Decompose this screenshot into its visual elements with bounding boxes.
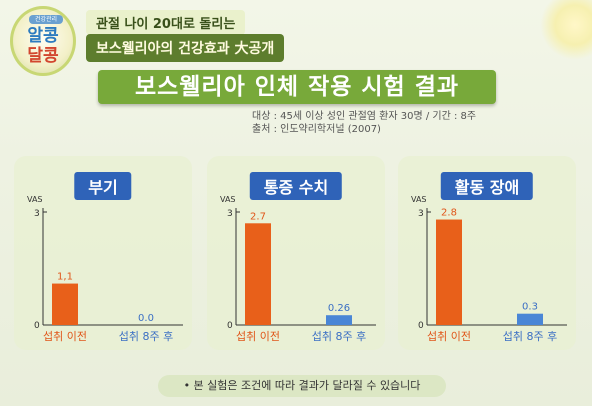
study-subjects: 대상 : 45세 이상 성인 관절염 환자 30명 / 기간 : 8주	[252, 111, 477, 122]
swelling-value-label-before: 1,1	[57, 272, 73, 283]
swelling-value-label-after: 0.0	[138, 313, 154, 324]
main-title: 보스웰리아 인체 작용 시험 결과	[98, 70, 496, 104]
disability-bar-after	[517, 313, 543, 325]
pain-ytick-max: 3	[227, 209, 233, 219]
study-meta: 대상 : 45세 이상 성인 관절염 환자 30명 / 기간 : 8주 출처 :…	[252, 110, 476, 136]
disability-ytick-max: 3	[418, 209, 424, 219]
study-source: 출처 : 인도약리학저널 (2007)	[252, 124, 381, 135]
chart-panel-disability: 활동 장애	[398, 156, 576, 350]
swelling-y-axis-label: VAS	[27, 195, 43, 204]
show-logo: 건강관리 알콩 달콩	[10, 6, 76, 76]
chart-panel-pain: 통증 수치	[207, 156, 385, 350]
pain-ytick-min: 0	[227, 321, 233, 331]
pain-category-label-after: 섭취 8주 후	[312, 330, 366, 343]
chart-title-pain: 통증 수치	[249, 172, 343, 200]
disability-ytick-min: 0	[418, 321, 424, 331]
logo-line1: 알콩	[27, 26, 59, 46]
swelling-category-label-after: 섭취 8주 후	[119, 330, 173, 343]
pain-value-label-after: 0.26	[328, 303, 350, 314]
logo-badge: 건강관리	[29, 15, 63, 24]
disability-y-axis-label: VAS	[411, 195, 427, 204]
chart-title-swelling: 부기	[74, 172, 132, 200]
pain-y-axis-label: VAS	[220, 195, 236, 204]
logo-line2: 달콩	[27, 46, 59, 66]
disclaimer-note: • 본 실험은 조건에 따라 결과가 달라질 수 있습니다	[158, 375, 446, 397]
disability-bar-before	[436, 219, 462, 325]
disability-category-label-before: 섭취 이전	[427, 330, 471, 343]
pain-value-label-before: 2.7	[250, 211, 266, 222]
chart-panel-swelling: 부기	[14, 156, 192, 350]
disability-category-label-after: 섭취 8주 후	[503, 330, 557, 343]
chart-title-disability: 활동 장애	[440, 172, 534, 200]
subtitle-line1: 관절 나이 20대로 돌리는	[86, 10, 246, 35]
disability-value-label-after: 0.3	[522, 302, 538, 313]
swelling-ytick-min: 0	[34, 321, 40, 331]
swelling-bar-before	[52, 283, 78, 325]
pain-bar-before	[245, 223, 271, 325]
pain-bar-after	[326, 315, 352, 325]
swelling-category-label-before: 섭취 이전	[43, 330, 87, 343]
disability-value-label-before: 2.8	[441, 208, 457, 219]
subtitle-line2: 보스웰리아의 건강효과 大공개	[86, 34, 285, 62]
pain-category-label-before: 섭취 이전	[236, 330, 280, 343]
swelling-ytick-max: 3	[34, 209, 40, 219]
